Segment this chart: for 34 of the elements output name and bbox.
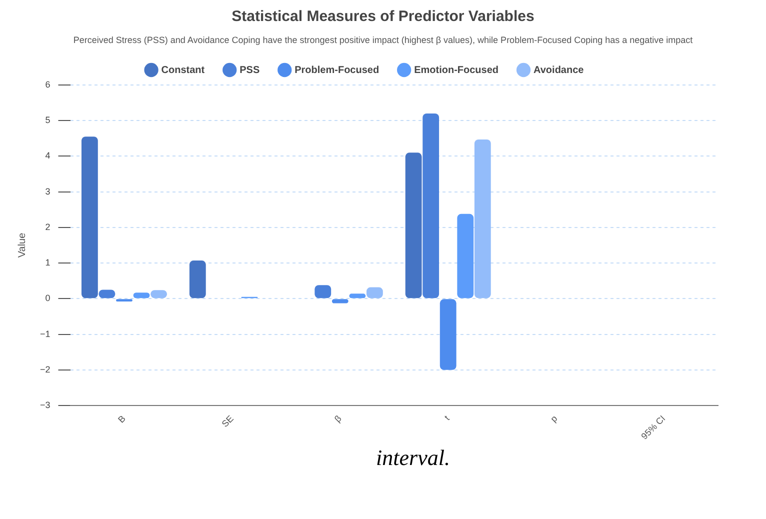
x-tick-label: β [332, 413, 344, 424]
y-tick-label: 2 [45, 222, 50, 232]
y-tick-label: 3 [45, 186, 50, 196]
y-tick-label: −1 [40, 328, 50, 339]
x-tick-label: B [116, 413, 128, 425]
y-tick-label: 4 [45, 150, 50, 161]
legend-label: Problem-Focused [294, 64, 380, 76]
x-tick-label: t [442, 413, 452, 422]
bar [405, 152, 422, 298]
x-tick-label: 95% CI [639, 413, 668, 442]
legend-label: PSS [240, 64, 260, 76]
legend-label: Constant [161, 64, 206, 76]
legend-label: Emotion-Focused [414, 64, 499, 76]
legend-label: Avoidance [534, 64, 584, 76]
chart-subtitle: Perceived Stress (PSS) and Avoidance Coping have the strongest positive impact (highest β values), while Problem-Focused Coping has a negative impact [72, 35, 694, 45]
bar [116, 299, 132, 302]
bar [457, 214, 474, 298]
bar [474, 139, 491, 298]
y-tick-label: 5 [45, 115, 50, 126]
chart-title: Statistical Measures of Predictor Variables [230, 8, 536, 25]
y-tick-label: −2 [40, 364, 50, 374]
y-tick-label: 6 [45, 79, 50, 90]
bar [189, 260, 206, 298]
bar [422, 113, 440, 298]
text: interval. [375, 445, 451, 471]
x-tick-label: p [548, 413, 560, 424]
y-tick-label: −3 [40, 400, 50, 410]
y-tick-label: 0 [45, 293, 50, 304]
y-axis-title: Value [16, 232, 28, 258]
bar [81, 136, 98, 298]
y-tick-label: 1 [45, 258, 50, 268]
x-tick-label: SE [220, 413, 236, 429]
bar [332, 299, 348, 304]
bar [440, 299, 456, 370]
